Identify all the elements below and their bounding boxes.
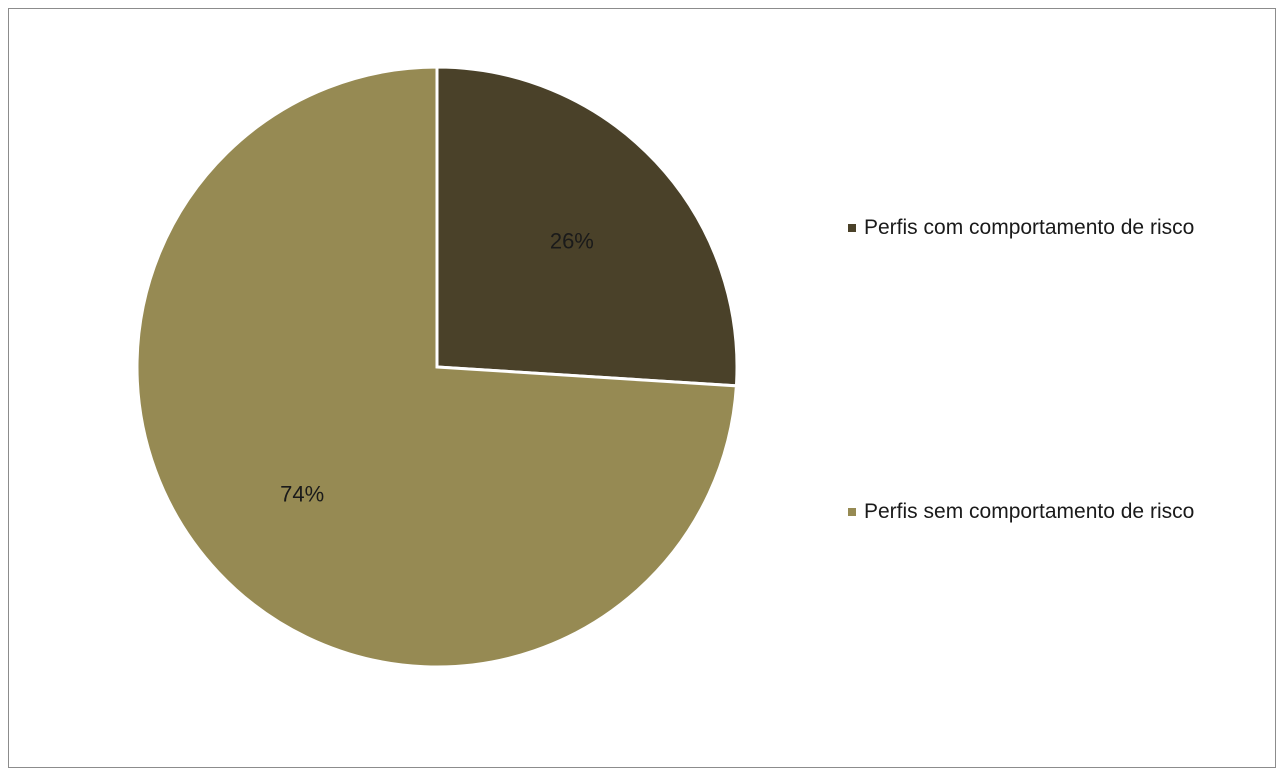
legend-item-no-risk: Perfis sem comportamento de risco (848, 498, 1214, 526)
legend-swatch-risk (848, 224, 856, 232)
pie-slice-no-risk (135, 65, 739, 669)
legend-swatch-no-risk (848, 508, 856, 516)
pie-slices (135, 65, 739, 669)
legend-label-no-risk: Perfis sem comportamento de risco (864, 500, 1195, 523)
legend-label-risk: Perfis com comportamento de risco (864, 216, 1195, 239)
legend-item-risk: Perfis com comportamento de risco (848, 214, 1214, 242)
pie-slice-risk (435, 65, 739, 388)
pie-labels: 26% 74% (280, 228, 594, 506)
slice-label-no-risk: 74% (280, 482, 324, 507)
slice-label-risk: 26% (550, 228, 594, 253)
